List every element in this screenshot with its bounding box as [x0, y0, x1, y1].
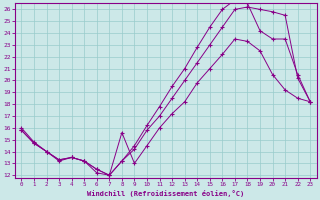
- X-axis label: Windchill (Refroidissement éolien,°C): Windchill (Refroidissement éolien,°C): [87, 190, 244, 197]
